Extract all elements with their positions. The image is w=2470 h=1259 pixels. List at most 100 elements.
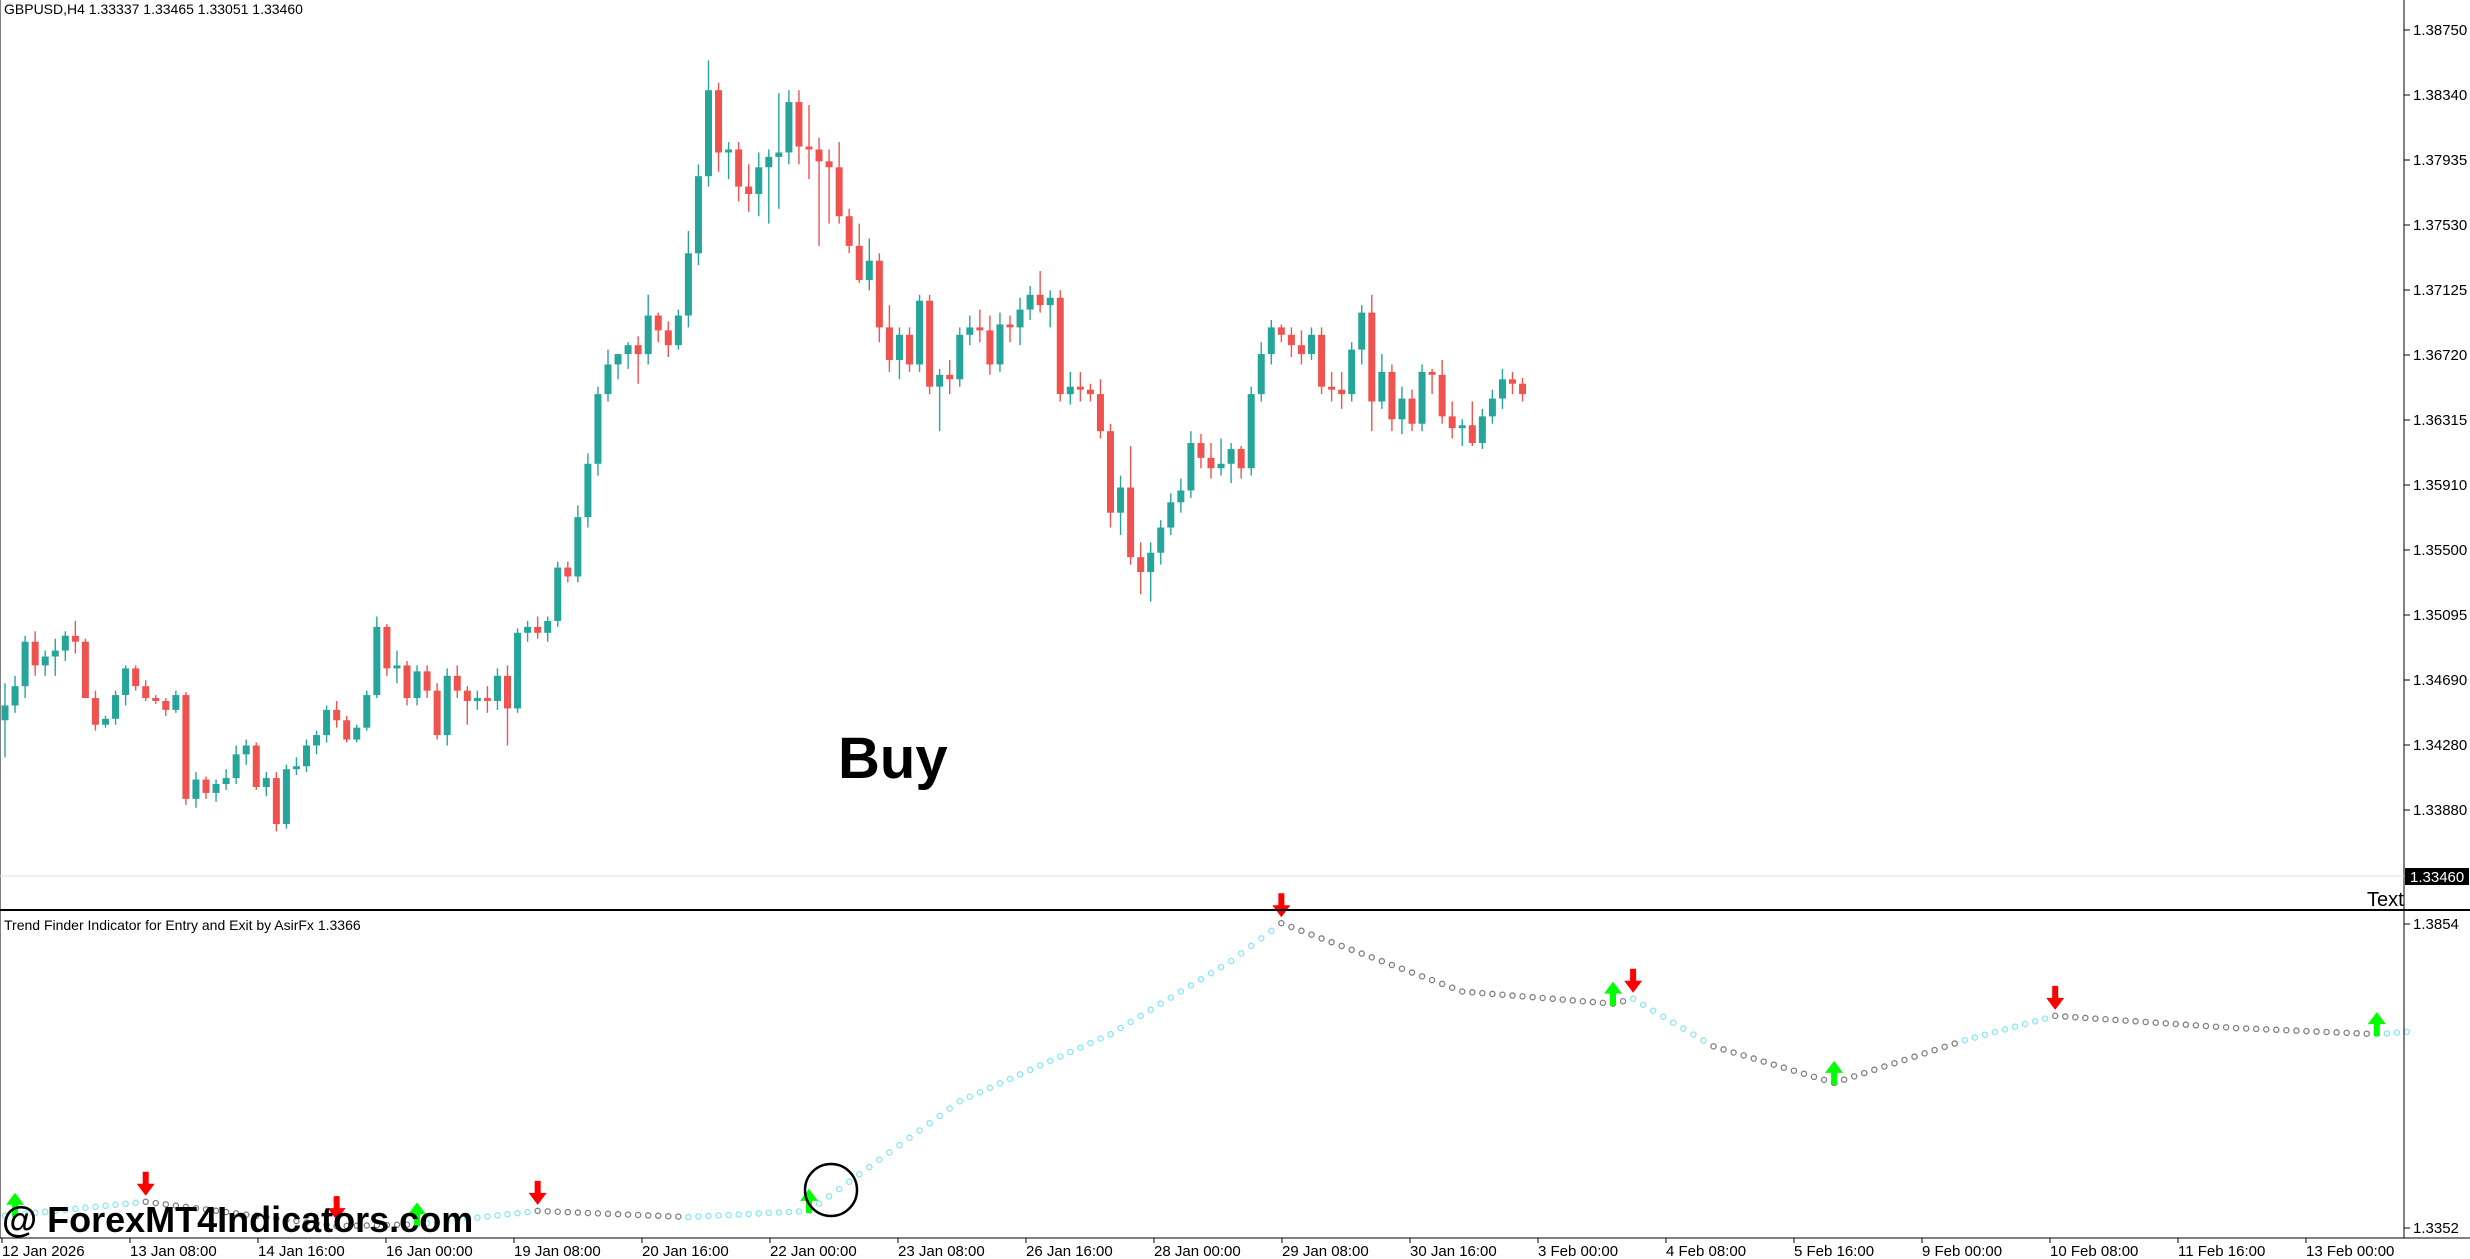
candle[interactable]: [1297, 330, 1305, 365]
candle[interactable]: [544, 616, 552, 642]
candle[interactable]: [885, 305, 893, 372]
candle[interactable]: [1338, 371, 1346, 409]
candle[interactable]: [473, 690, 481, 710]
candle[interactable]: [895, 327, 903, 380]
candle[interactable]: [1217, 438, 1225, 476]
candle[interactable]: [292, 757, 300, 776]
candle[interactable]: [1026, 285, 1034, 320]
candle[interactable]: [102, 715, 109, 728]
candle[interactable]: [112, 690, 120, 725]
candle[interactable]: [624, 342, 632, 369]
candle[interactable]: [1468, 401, 1476, 446]
candle[interactable]: [282, 764, 290, 829]
candle[interactable]: [1006, 315, 1014, 343]
candle[interactable]: [745, 164, 753, 212]
candle[interactable]: [936, 368, 944, 432]
candle[interactable]: [845, 208, 853, 254]
candle[interactable]: [926, 294, 934, 395]
candle[interactable]: [222, 769, 230, 790]
candle[interactable]: [71, 620, 79, 654]
candle[interactable]: [433, 683, 441, 740]
candle[interactable]: [1086, 383, 1094, 402]
candle[interactable]: [504, 665, 511, 746]
candle[interactable]: [333, 700, 341, 728]
candle[interactable]: [725, 142, 733, 180]
candle[interactable]: [1368, 294, 1376, 432]
candle[interactable]: [182, 692, 190, 805]
candle[interactable]: [735, 142, 743, 202]
candle[interactable]: [1096, 379, 1104, 439]
candle[interactable]: [825, 149, 833, 224]
candle[interactable]: [906, 327, 913, 372]
candle[interactable]: [353, 724, 361, 743]
candle[interactable]: [11, 675, 19, 713]
candle[interactable]: [1016, 297, 1024, 346]
candle[interactable]: [1207, 443, 1215, 479]
candle[interactable]: [303, 739, 310, 773]
candle[interactable]: [162, 698, 170, 716]
candle[interactable]: [21, 635, 29, 699]
candle[interactable]: [574, 505, 582, 583]
candle[interactable]: [835, 142, 843, 224]
candle[interactable]: [765, 149, 773, 224]
candle[interactable]: [132, 665, 140, 691]
candle[interactable]: [1398, 386, 1406, 435]
candle[interactable]: [463, 686, 471, 725]
candle[interactable]: [493, 668, 501, 710]
candle[interactable]: [1287, 327, 1295, 358]
candle[interactable]: [423, 665, 431, 699]
price-axis[interactable]: 1.38750 1.38340 1.37935 1.37530 1.37125 1.367…: [2404, 22, 2467, 819]
candle[interactable]: [1157, 520, 1165, 565]
candle[interactable]: [192, 772, 200, 808]
candle[interactable]: [1318, 327, 1326, 395]
candle[interactable]: [403, 660, 411, 706]
candle[interactable]: [393, 650, 401, 684]
candle[interactable]: [91, 690, 99, 731]
candle[interactable]: [1147, 542, 1155, 602]
candle[interactable]: [1177, 478, 1185, 513]
candle[interactable]: [614, 354, 622, 380]
candle[interactable]: [1509, 371, 1516, 395]
candle[interactable]: [51, 638, 59, 676]
candle[interactable]: [694, 164, 702, 266]
candle[interactable]: [1227, 443, 1235, 484]
candle[interactable]: [41, 650, 49, 676]
indicator-axis[interactable]: 1.3854 1.3352: [2404, 916, 2459, 1237]
candle[interactable]: [1257, 342, 1265, 402]
candle[interactable]: [1267, 319, 1275, 365]
candle[interactable]: [252, 742, 260, 790]
candle[interactable]: [1197, 434, 1205, 469]
candle[interactable]: [604, 349, 612, 402]
candle[interactable]: [865, 238, 873, 291]
candle[interactable]: [323, 705, 331, 743]
candle[interactable]: [594, 386, 602, 476]
candle[interactable]: [1107, 423, 1114, 528]
candle[interactable]: [1519, 377, 1527, 402]
candle[interactable]: [373, 616, 381, 699]
candle[interactable]: [1237, 446, 1245, 479]
candle[interactable]: [634, 336, 642, 384]
candle[interactable]: [986, 315, 994, 375]
candle[interactable]: [1, 683, 9, 758]
candle[interactable]: [514, 628, 522, 713]
candle[interactable]: [875, 253, 883, 343]
candle[interactable]: [684, 231, 692, 328]
candle[interactable]: [343, 715, 351, 743]
candle[interactable]: [81, 638, 89, 699]
candle[interactable]: [383, 623, 391, 676]
candle[interactable]: [1066, 371, 1074, 405]
candle[interactable]: [775, 93, 783, 209]
candle[interactable]: [534, 616, 542, 639]
candle[interactable]: [1428, 368, 1436, 395]
candle[interactable]: [524, 620, 532, 642]
candle[interactable]: [1137, 542, 1145, 595]
candle[interactable]: [363, 690, 371, 731]
candle[interactable]: [996, 312, 1004, 372]
candle[interactable]: [1308, 327, 1315, 361]
candle[interactable]: [483, 686, 491, 713]
candle[interactable]: [242, 739, 250, 765]
candle[interactable]: [413, 665, 421, 706]
candle[interactable]: [1277, 324, 1285, 343]
candle[interactable]: [1127, 446, 1135, 565]
